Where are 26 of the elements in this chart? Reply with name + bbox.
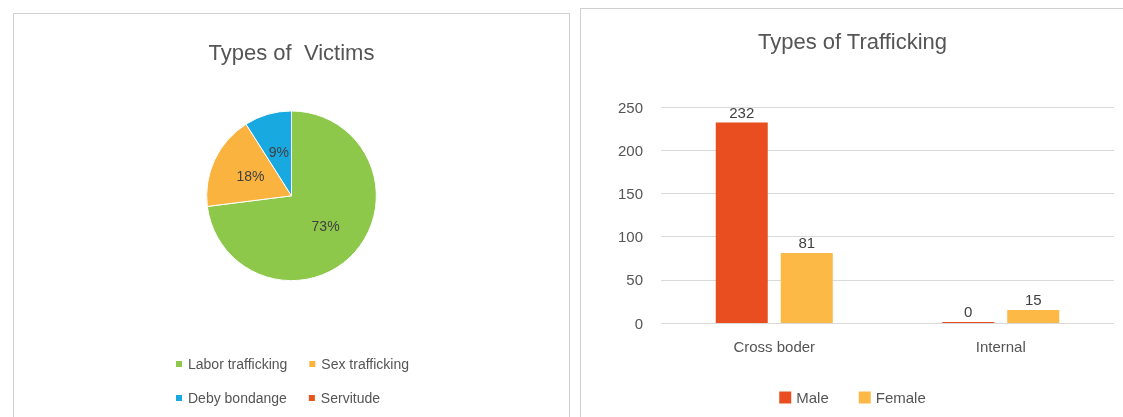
legend-label: Female	[875, 389, 926, 406]
data-label: 73%	[311, 217, 340, 234]
legend-label: Labor trafficking	[187, 356, 288, 372]
data-label: 0	[964, 303, 973, 320]
data-label: 15	[1024, 291, 1042, 309]
y-tick-label: 200	[617, 141, 643, 159]
data-label: 232	[729, 103, 755, 121]
legend-label: Male	[796, 389, 829, 406]
y-tick-label: 100	[617, 228, 643, 246]
data-label: 81	[798, 234, 816, 252]
bar	[1007, 310, 1060, 323]
chart-title: Types of Trafficking	[757, 28, 948, 54]
data-label: 9%	[268, 144, 289, 161]
y-tick-label: 250	[617, 98, 643, 116]
y-tick-label: 50	[626, 271, 643, 289]
legend-label: Deby bondange	[187, 390, 288, 406]
y-tick-label: 0	[634, 314, 643, 332]
bar	[715, 122, 768, 323]
chart-title: Types of Victims	[208, 39, 375, 65]
y-tick-label: 150	[617, 184, 643, 202]
bar	[780, 253, 833, 323]
legend-label: Servitude	[320, 390, 381, 406]
x-tick-label: Cross boder	[733, 338, 816, 355]
x-tick-label: Internal	[975, 338, 1026, 355]
legend-label: Sex trafficking	[321, 356, 410, 372]
data-label: 18%	[236, 168, 265, 185]
